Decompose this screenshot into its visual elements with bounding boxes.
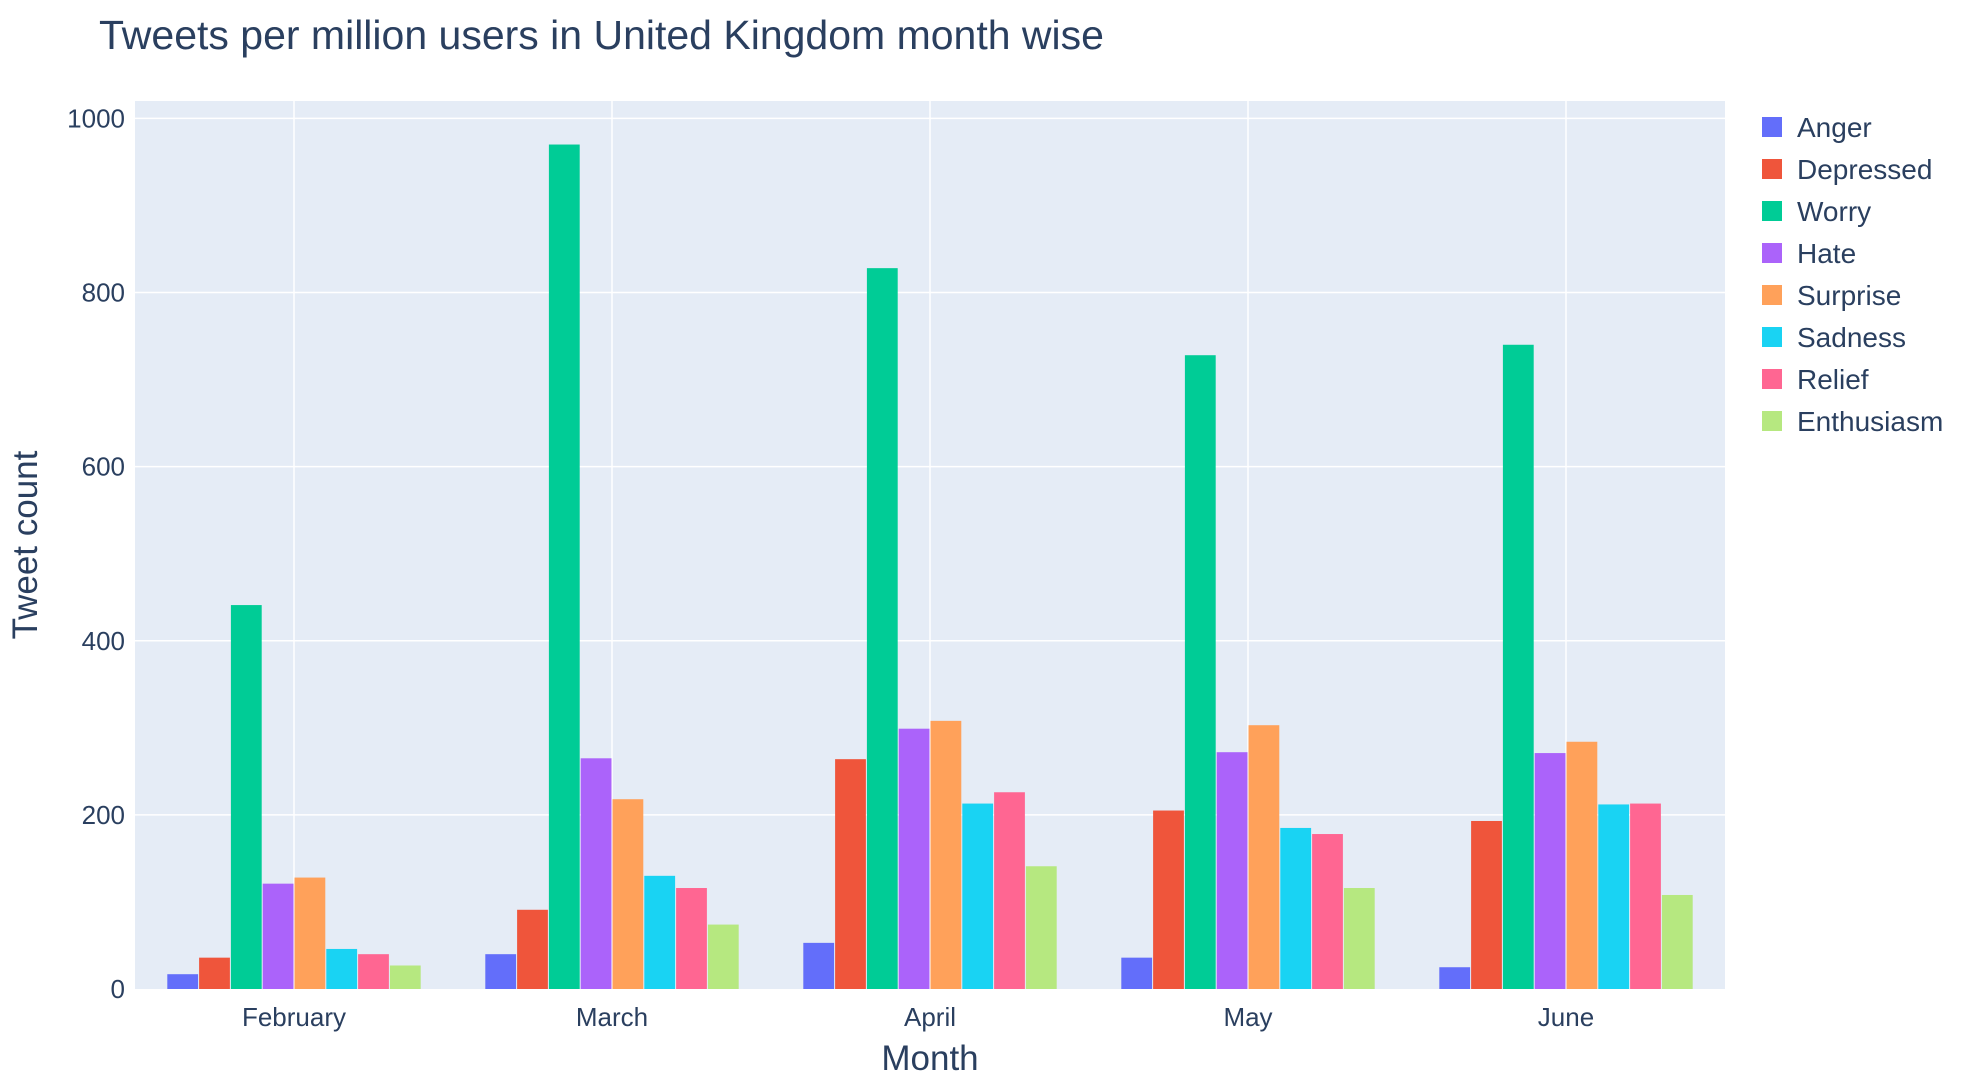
x-tick-label: February (242, 1002, 346, 1032)
x-tick-label: May (1223, 1002, 1272, 1032)
x-tick-label: March (576, 1002, 648, 1032)
legend-item-surprise[interactable]: Surprise (1762, 280, 1901, 311)
chart-title: Tweets per million users in United Kingd… (99, 12, 1104, 58)
legend-swatch (1762, 243, 1782, 263)
y-axis-title: Tweet count (6, 450, 45, 639)
bar-anger-march[interactable] (485, 954, 517, 989)
legend-swatch (1762, 327, 1782, 347)
bar-enthusiasm-february[interactable] (389, 965, 421, 989)
bar-relief-april[interactable] (994, 792, 1025, 989)
bar-enthusiasm-june[interactable] (1661, 894, 1693, 989)
legend-label: Anger (1797, 112, 1872, 143)
bar-anger-february[interactable] (167, 974, 199, 989)
legend-item-depressed[interactable]: Depressed (1762, 154, 1932, 185)
legend-item-worry[interactable]: Worry (1762, 196, 1871, 227)
y-tick-label: 400 (82, 626, 125, 656)
bar-surprise-june[interactable] (1566, 741, 1598, 989)
bar-depressed-may[interactable] (1153, 810, 1184, 989)
bar-depressed-june[interactable] (1471, 820, 1502, 989)
bars-layer (167, 144, 1693, 989)
x-axis-title: Month (881, 1039, 978, 1078)
bar-sadness-february[interactable] (326, 948, 358, 989)
y-tick-label: 0 (111, 974, 125, 1004)
bar-enthusiasm-april[interactable] (1025, 866, 1057, 989)
bar-hate-june[interactable] (1534, 753, 1566, 989)
y-tick-label: 800 (82, 278, 125, 308)
bar-sadness-june[interactable] (1598, 804, 1630, 989)
y-tick-label: 1000 (67, 103, 125, 133)
bar-relief-march[interactable] (676, 888, 707, 989)
bar-anger-may[interactable] (1121, 957, 1153, 989)
legend-swatch (1762, 411, 1782, 431)
legend-label: Sadness (1797, 322, 1906, 353)
legend-swatch (1762, 369, 1782, 389)
y-tick-label: 600 (82, 452, 125, 482)
legend-swatch (1762, 285, 1782, 305)
bar-sadness-april[interactable] (962, 803, 994, 989)
bar-hate-may[interactable] (1216, 752, 1248, 989)
legend-item-hate[interactable]: Hate (1762, 238, 1856, 269)
legend: Anger Depressed Worry Hate Surprise Sadness Re… (1762, 112, 1943, 437)
legend-swatch (1762, 159, 1782, 179)
bar-relief-may[interactable] (1312, 834, 1343, 989)
bar-hate-april[interactable] (898, 728, 930, 989)
bar-hate-february[interactable] (262, 883, 294, 989)
bar-depressed-march[interactable] (517, 909, 548, 989)
x-tick-label: June (1538, 1002, 1594, 1032)
bar-worry-may[interactable] (1184, 355, 1216, 989)
legend-label: Worry (1797, 196, 1871, 227)
bar-relief-february[interactable] (358, 954, 389, 989)
legend-label: Hate (1797, 238, 1856, 269)
legend-item-enthusiasm[interactable]: Enthusiasm (1762, 406, 1943, 437)
bar-surprise-april[interactable] (930, 720, 962, 989)
bar-enthusiasm-may[interactable] (1343, 888, 1375, 989)
bar-hate-march[interactable] (580, 758, 612, 989)
bar-relief-june[interactable] (1630, 803, 1661, 989)
grid-layer (135, 101, 1725, 989)
bar-sadness-march[interactable] (644, 875, 676, 989)
bar-worry-june[interactable] (1502, 344, 1534, 989)
y-axis-ticks: 0 200 400 600 800 1000 (67, 103, 125, 1004)
bar-anger-april[interactable] (803, 942, 835, 989)
bar-surprise-february[interactable] (294, 877, 326, 989)
legend-label: Enthusiasm (1797, 406, 1943, 437)
legend-swatch (1762, 117, 1782, 137)
bar-surprise-march[interactable] (612, 799, 644, 989)
legend-item-anger[interactable]: Anger (1762, 112, 1872, 143)
legend-label: Surprise (1797, 280, 1901, 311)
y-tick-label: 200 (82, 800, 125, 830)
x-axis-ticks: February March April May June (242, 1002, 1594, 1032)
bar-depressed-february[interactable] (199, 957, 230, 989)
bar-enthusiasm-march[interactable] (707, 924, 739, 989)
legend-label: Depressed (1797, 154, 1932, 185)
bar-sadness-may[interactable] (1280, 827, 1312, 989)
bar-anger-june[interactable] (1439, 967, 1471, 989)
legend-item-relief[interactable]: Relief (1762, 364, 1869, 395)
legend-label: Relief (1797, 364, 1869, 395)
bar-surprise-may[interactable] (1248, 725, 1280, 989)
bar-worry-april[interactable] (866, 268, 898, 989)
legend-swatch (1762, 201, 1782, 221)
x-tick-label: April (904, 1002, 956, 1032)
bar-worry-march[interactable] (548, 144, 580, 989)
legend-item-sadness[interactable]: Sadness (1762, 322, 1906, 353)
bar-depressed-april[interactable] (835, 759, 866, 989)
bar-worry-february[interactable] (230, 605, 262, 989)
